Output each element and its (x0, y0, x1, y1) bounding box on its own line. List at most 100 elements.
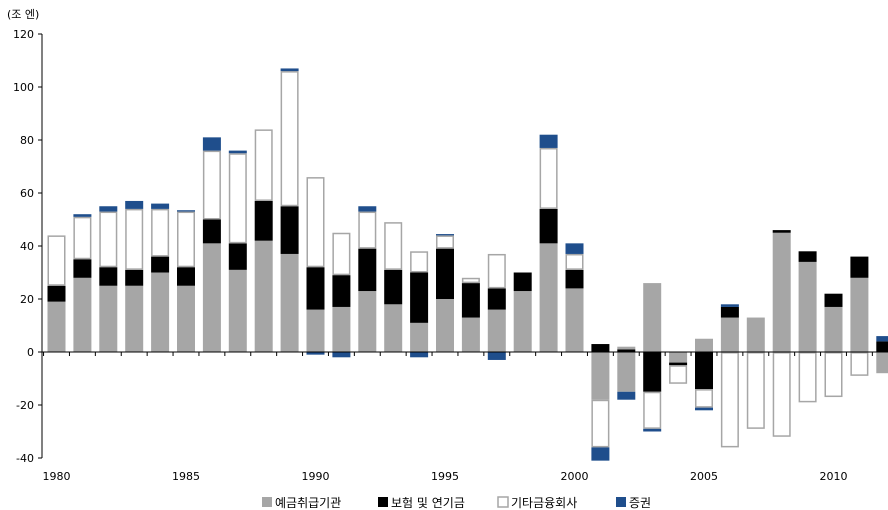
legend-label: 기타금융회사 (511, 496, 577, 510)
bar-segment (487, 309, 506, 352)
legend-swatch (616, 497, 626, 507)
bar-segment (47, 301, 66, 352)
bar-segment (669, 362, 688, 366)
bar-segment (332, 232, 351, 276)
bar-segment (436, 248, 454, 299)
bar-segment (177, 267, 195, 286)
bar-segment (461, 317, 480, 352)
legend-swatch (262, 497, 272, 507)
bar-segment (73, 216, 92, 260)
bar-segment (306, 309, 325, 352)
bar-segment (617, 352, 636, 392)
bar-segment (876, 336, 888, 342)
bar-segment (384, 304, 403, 352)
y-tick-label: -20 (16, 399, 34, 412)
bar-segment (228, 269, 247, 352)
bar-segment (436, 299, 454, 352)
bar-segment (643, 391, 662, 429)
bar-segment (539, 243, 558, 352)
bars-group (47, 68, 888, 461)
x-tick-label: 1980 (43, 470, 71, 483)
bar-segment (280, 68, 299, 72)
bar-segment (151, 272, 170, 352)
bar-segment (798, 352, 817, 403)
bar-segment (332, 352, 351, 358)
bar-segment (591, 399, 610, 448)
bar-segment (73, 277, 92, 352)
bar-segment (591, 352, 610, 400)
bar-segment (591, 344, 610, 352)
y-tick-label: 120 (13, 28, 34, 41)
bar-segment (772, 232, 791, 352)
bar-segment (306, 267, 325, 310)
bar-segment (720, 317, 739, 352)
y-tick-label: 60 (20, 187, 34, 200)
y-tick-label: -40 (16, 452, 34, 465)
bar-segment (695, 407, 713, 411)
bar-segment (358, 248, 377, 292)
bar-segment (228, 153, 247, 244)
bar-segment (643, 352, 662, 392)
bar-segment (798, 251, 817, 262)
bar-segment (306, 177, 325, 268)
bar-segment (695, 352, 713, 390)
bar-segment (47, 235, 66, 286)
bar-segment (99, 267, 118, 286)
x-axis: 1980 1985 1990 1995 2000 2005 2010 (42, 351, 888, 483)
bar-segment (151, 256, 170, 273)
bar-segment (202, 150, 221, 220)
bar-segment (617, 346, 636, 350)
bar-segment (461, 277, 480, 284)
bar-segment (643, 283, 662, 352)
y-axis-unit-label: (조 엔) (7, 8, 39, 21)
bar-segment (617, 391, 636, 400)
bar-segment (746, 352, 765, 429)
bar-segment (254, 200, 273, 241)
bar-segment (565, 288, 584, 352)
bar-segment (125, 208, 144, 270)
bar-segment (824, 352, 843, 398)
bar-segment (151, 203, 170, 209)
bar-segment (202, 243, 221, 352)
bar-segment (410, 352, 429, 358)
bar-segment (228, 243, 247, 270)
bar-segment (410, 251, 429, 273)
y-tick-label: 20 (20, 293, 34, 306)
bar-segment (876, 341, 888, 352)
bar-segment (125, 285, 144, 352)
bar-segment (228, 150, 247, 154)
bar-segment (720, 304, 739, 307)
bar-segment (487, 253, 506, 289)
bar-segment (850, 277, 869, 352)
bar-segment (565, 269, 584, 289)
bar-segment (643, 428, 662, 432)
x-tick-label: 2000 (561, 470, 589, 483)
bar-segment (695, 338, 713, 352)
legend-swatch (497, 496, 509, 508)
x-tick-label: 2005 (690, 470, 718, 483)
x-tick-label: 1990 (302, 470, 330, 483)
bar-segment (99, 211, 118, 268)
y-axis: -40 -20 0 20 40 60 80 100 120 (13, 28, 43, 465)
bar-segment (669, 352, 688, 363)
bar-segment (358, 211, 377, 249)
bar-segment (695, 389, 713, 408)
bar-segment (177, 210, 195, 212)
y-tick-label: 100 (13, 81, 34, 94)
bar-segment (254, 129, 273, 201)
legend-label: 예금취급기관 (275, 496, 341, 510)
bar-segment (332, 275, 351, 307)
bar-segment (746, 317, 765, 352)
legend: 예금취급기관 보험 및 연기금 기타금융회사 증권 (262, 496, 651, 510)
bar-segment (669, 365, 688, 384)
bar-segment (617, 349, 636, 352)
bar-segment (824, 306, 843, 352)
bar-segment (202, 137, 221, 151)
y-tick-label: 0 (27, 346, 34, 359)
bar-segment (280, 71, 299, 207)
bar-segment (487, 288, 506, 310)
bar-segment (876, 352, 888, 374)
bar-segment (202, 219, 221, 244)
bar-segment (798, 261, 817, 352)
